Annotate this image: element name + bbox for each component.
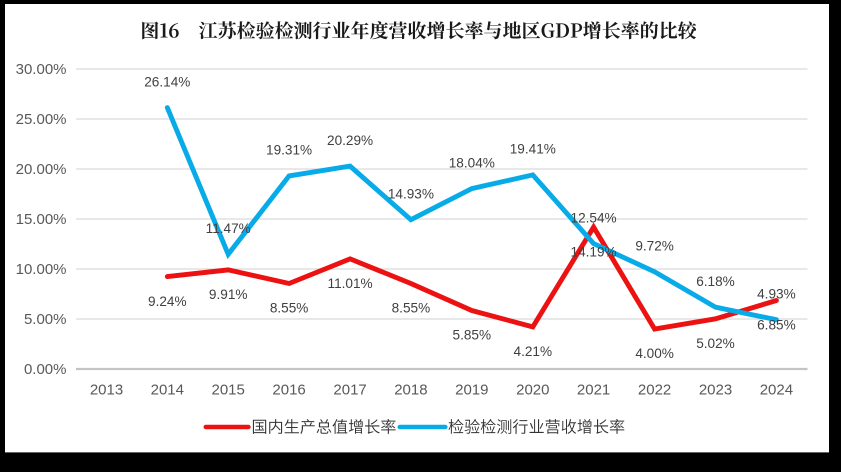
svg-text:20.00%: 20.00% — [16, 161, 67, 178]
svg-text:30.00%: 30.00% — [16, 61, 67, 78]
svg-text:15.00%: 15.00% — [16, 211, 67, 228]
svg-text:9.91%: 9.91% — [209, 287, 248, 302]
svg-text:18.04%: 18.04% — [449, 155, 495, 170]
svg-text:5.85%: 5.85% — [453, 328, 492, 343]
svg-text:9.24%: 9.24% — [148, 294, 187, 309]
svg-text:26.14%: 26.14% — [144, 74, 190, 89]
svg-text:2021: 2021 — [577, 382, 610, 399]
svg-text:2020: 2020 — [516, 382, 549, 399]
svg-text:6.18%: 6.18% — [696, 274, 735, 289]
svg-text:2013: 2013 — [90, 382, 123, 399]
svg-text:19.31%: 19.31% — [266, 143, 312, 158]
svg-text:11.47%: 11.47% — [206, 221, 251, 236]
svg-text:2024: 2024 — [760, 382, 793, 399]
svg-text:14.19%: 14.19% — [571, 244, 617, 259]
svg-text:2014: 2014 — [151, 382, 184, 399]
svg-text:2016: 2016 — [272, 382, 305, 399]
svg-text:2019: 2019 — [455, 382, 488, 399]
svg-text:6.85%: 6.85% — [757, 318, 796, 333]
svg-text:4.93%: 4.93% — [757, 286, 796, 301]
svg-text:14.93%: 14.93% — [388, 186, 434, 201]
svg-text:9.72%: 9.72% — [635, 239, 674, 254]
svg-text:2015: 2015 — [212, 382, 245, 399]
svg-text:0.00%: 0.00% — [24, 361, 67, 378]
svg-text:5.02%: 5.02% — [696, 336, 735, 351]
svg-text:10.00%: 10.00% — [16, 261, 67, 278]
svg-text:8.55%: 8.55% — [392, 301, 431, 316]
svg-text:19.41%: 19.41% — [510, 142, 556, 157]
svg-text:4.00%: 4.00% — [635, 346, 674, 361]
svg-text:2022: 2022 — [638, 382, 671, 399]
svg-text:2023: 2023 — [699, 382, 732, 399]
svg-text:2017: 2017 — [333, 382, 366, 399]
svg-text:2018: 2018 — [394, 382, 427, 399]
svg-text:5.00%: 5.00% — [24, 311, 67, 328]
svg-text:4.21%: 4.21% — [514, 344, 553, 359]
svg-text:20.29%: 20.29% — [327, 133, 373, 148]
svg-text:11.01%: 11.01% — [328, 276, 373, 291]
svg-text:8.55%: 8.55% — [270, 301, 309, 316]
svg-text:12.54%: 12.54% — [571, 210, 617, 225]
svg-text:25.00%: 25.00% — [16, 111, 67, 128]
